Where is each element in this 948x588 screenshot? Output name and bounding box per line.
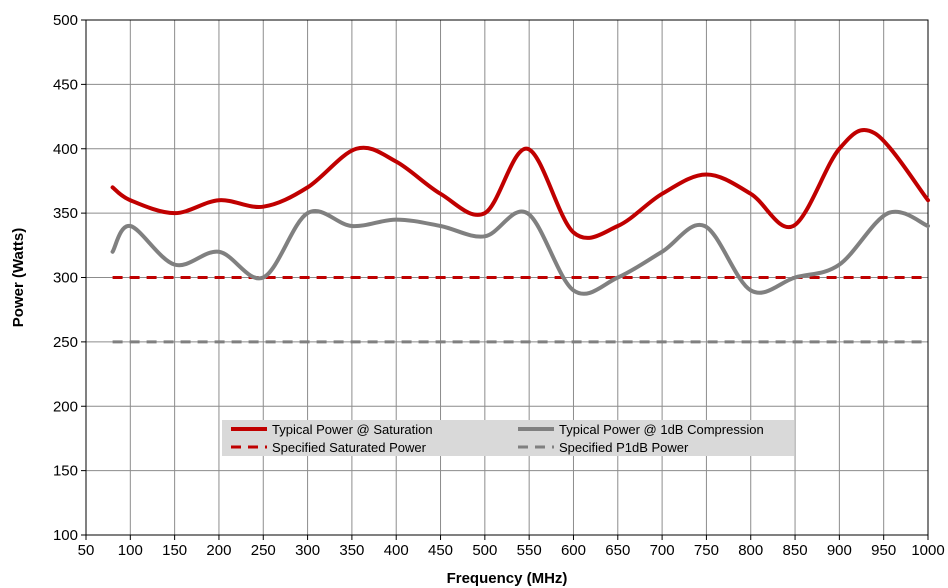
legend-label-specified-p1db: Specified P1dB Power <box>559 440 689 455</box>
series-line-saturation <box>110 127 930 240</box>
x-axis-title: Frequency (MHz) <box>447 570 568 587</box>
x-tick-label: 650 <box>605 542 630 559</box>
x-tick-label: 600 <box>561 542 586 559</box>
x-tick-label: 750 <box>694 542 719 559</box>
x-tick-label: 100 <box>118 542 143 559</box>
x-tick-label: 850 <box>783 542 808 559</box>
x-tick-label: 400 <box>384 542 409 559</box>
y-axis-title: Power (Watts) <box>10 228 27 327</box>
y-tick-label: 450 <box>53 76 78 93</box>
legend-background <box>222 420 794 456</box>
x-tick-label: 350 <box>339 542 364 559</box>
y-tick-label: 400 <box>53 141 78 158</box>
x-tick-label: 700 <box>650 542 675 559</box>
series-layer <box>110 127 930 344</box>
y-tick-label: 350 <box>53 205 78 222</box>
y-tick-label: 200 <box>53 398 78 415</box>
x-tick-label: 200 <box>206 542 231 559</box>
legend-label-1db-compression: Typical Power @ 1dB Compression <box>559 422 764 437</box>
y-tick-label: 500 <box>53 12 78 29</box>
x-tick-label: 950 <box>871 542 896 559</box>
x-axis-tick-labels: 50 100 150 200 250 300 350 400 450 500 550 600 650 70… <box>78 535 945 559</box>
series-line-1db-compression <box>110 209 930 296</box>
legend-label-specified-saturated: Specified Saturated Power <box>272 440 427 455</box>
legend: Typical Power @ Saturation Typical Power… <box>222 420 794 456</box>
y-tick-label: 150 <box>53 463 78 480</box>
y-tick-label: 250 <box>53 334 78 351</box>
x-tick-label: 1000 <box>911 542 944 559</box>
x-tick-label: 250 <box>251 542 276 559</box>
legend-label-saturation: Typical Power @ Saturation <box>272 422 433 437</box>
x-tick-label: 450 <box>428 542 453 559</box>
x-tick-label: 550 <box>517 542 542 559</box>
x-tick-label: 900 <box>827 542 852 559</box>
x-tick-label: 800 <box>738 542 763 559</box>
x-tick-label: 300 <box>295 542 320 559</box>
y-axis-tick-labels: 100 150 200 250 300 350 400 450 500 <box>53 12 86 544</box>
x-tick-label: 150 <box>162 542 187 559</box>
x-tick-label: 50 <box>78 542 95 559</box>
y-tick-label: 100 <box>53 527 78 544</box>
x-tick-label: 500 <box>472 542 497 559</box>
y-tick-label: 300 <box>53 270 78 287</box>
